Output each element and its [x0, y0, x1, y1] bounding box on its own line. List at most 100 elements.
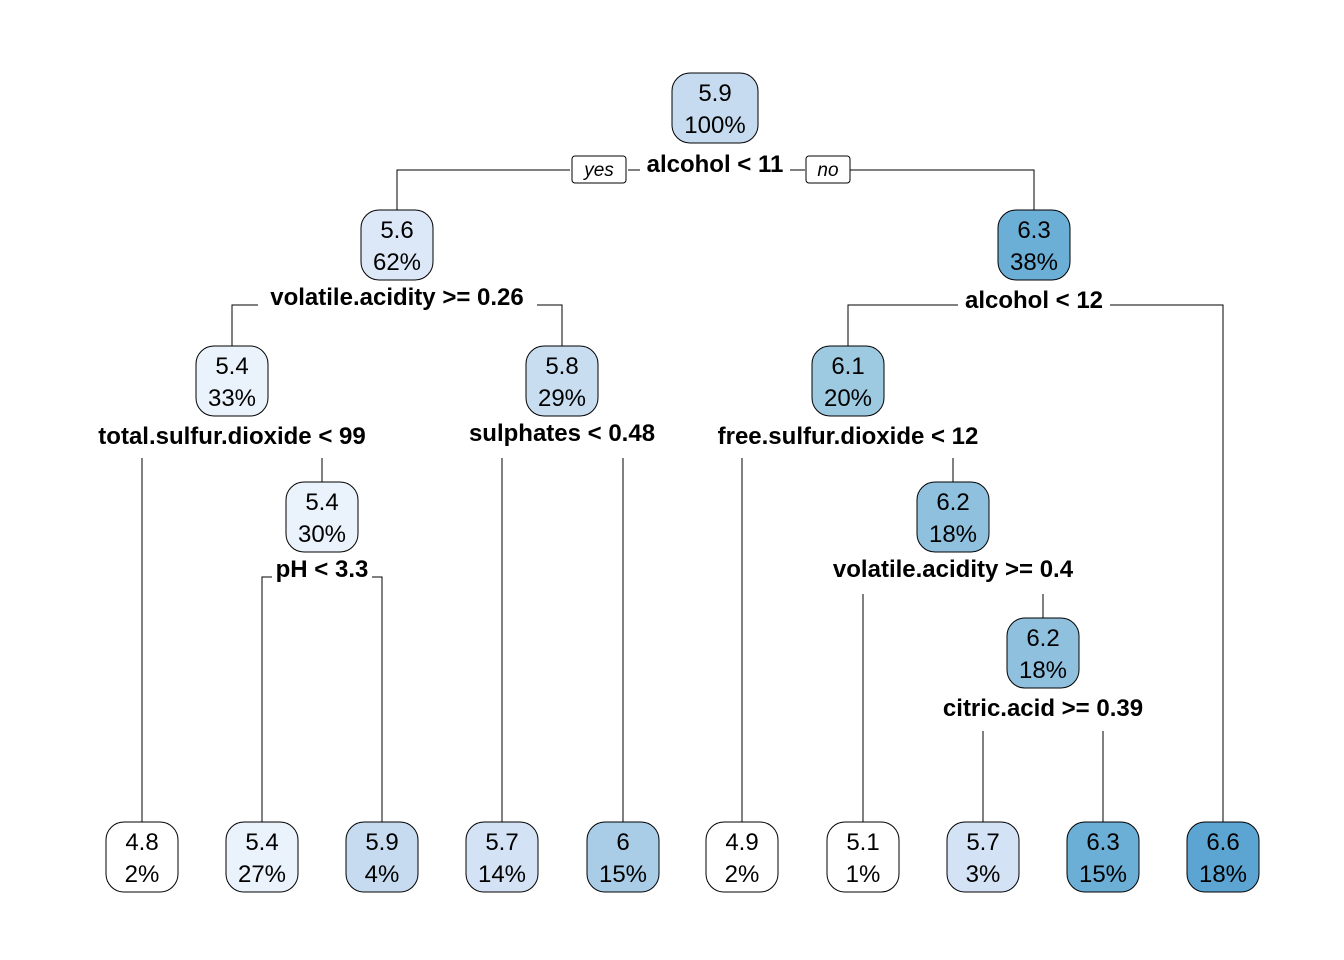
node-percent: 27%: [238, 861, 286, 888]
node-box: [826, 821, 900, 893]
leaf-node-l6: 4.92%: [705, 821, 779, 893]
tree-node-n8: 6.218%: [1006, 617, 1080, 689]
node-box: [195, 345, 269, 417]
edge-right-n2: [1110, 304, 1224, 822]
leaf-node-l8: 5.73%: [946, 821, 1020, 893]
node-box: [946, 821, 1020, 893]
tree-node-n5: 6.120%: [811, 345, 885, 417]
node-box: [705, 821, 779, 893]
node-box: [916, 481, 990, 553]
edge-left-n2: [847, 304, 958, 346]
node-percent: 2%: [725, 861, 760, 888]
node-box: [586, 821, 660, 893]
node-value: 5.9: [698, 80, 731, 107]
edge-left-n1: [231, 304, 258, 346]
edge-left-n0: [396, 169, 570, 210]
node-percent: 15%: [599, 861, 647, 888]
node-percent: 100%: [684, 112, 745, 139]
tree-edges: [141, 169, 1224, 822]
node-box: [811, 345, 885, 417]
node-value: 6.3: [1086, 829, 1119, 856]
leaf-node-l4: 5.714%: [465, 821, 539, 893]
node-box: [997, 209, 1071, 281]
leaf-node-l2: 5.427%: [225, 821, 299, 893]
node-box: [360, 209, 434, 281]
node-box: [345, 821, 419, 893]
node-box: [525, 345, 599, 417]
branch-tags: yes no: [571, 155, 851, 184]
node-percent: 30%: [298, 521, 346, 548]
leaf-node-l1: 4.82%: [105, 821, 179, 893]
edge-right-n6: [372, 576, 383, 822]
node-box: [1006, 617, 1080, 689]
leaf-node-l3: 5.94%: [345, 821, 419, 893]
split-label-n8: citric.acid >= 0.39: [943, 695, 1143, 722]
node-value: 5.4: [305, 489, 338, 516]
node-percent: 29%: [538, 385, 586, 412]
yes-tag: yes: [571, 155, 627, 184]
node-value: 5.7: [485, 829, 518, 856]
split-label-n6: pH < 3.3: [276, 556, 369, 583]
node-value: 6.6: [1206, 829, 1239, 856]
node-value: 6.2: [936, 489, 969, 516]
node-value: 6.3: [1017, 217, 1050, 244]
split-label-n7: volatile.acidity >= 0.4: [833, 556, 1074, 583]
tree-node-n3: 5.433%: [195, 345, 269, 417]
node-percent: 33%: [208, 385, 256, 412]
node-percent: 14%: [478, 861, 526, 888]
tree-node-n1: 5.662%: [360, 209, 434, 281]
node-percent: 3%: [966, 861, 1001, 888]
split-labels: alcohol < 11 volatile.acidity >= 0.26 alco…: [98, 151, 1143, 722]
tree-nodes: 5.9100%5.662%6.338%5.433%5.829%6.120%5.4…: [105, 72, 1260, 893]
node-value: 4.8: [125, 829, 158, 856]
edge-right-n0: [850, 169, 1035, 210]
node-value: 5.8: [545, 353, 578, 380]
tree-node-n0: 5.9 100%: [671, 72, 759, 144]
node-percent: 2%: [125, 861, 160, 888]
yes-label: yes: [582, 160, 614, 181]
node-box: [1186, 821, 1260, 893]
node-value: 5.1: [846, 829, 879, 856]
node-box: [671, 72, 759, 144]
leaf-node-l10: 6.618%: [1186, 821, 1260, 893]
split-label-n2: alcohol < 12: [965, 287, 1103, 314]
leaf-node-l7: 5.11%: [826, 821, 900, 893]
node-value: 4.9: [725, 829, 758, 856]
split-label-n0: alcohol < 11: [647, 151, 784, 178]
node-percent: 1%: [846, 861, 881, 888]
node-value: 5.6: [380, 217, 413, 244]
tree-node-n7: 6.218%: [916, 481, 990, 553]
node-box: [105, 821, 179, 893]
node-percent: 38%: [1010, 249, 1058, 276]
tree-node-n4: 5.829%: [525, 345, 599, 417]
node-percent: 18%: [1199, 861, 1247, 888]
node-value: 5.7: [966, 829, 999, 856]
split-label-n5: free.sulfur.dioxide < 12: [718, 423, 979, 450]
node-value: 6.2: [1026, 625, 1059, 652]
split-label-n3: total.sulfur.dioxide < 99: [98, 423, 365, 450]
node-percent: 20%: [824, 385, 872, 412]
node-value: 5.4: [245, 829, 278, 856]
node-value: 6: [616, 829, 629, 856]
node-value: 6.1: [831, 353, 864, 380]
node-value: 5.9: [365, 829, 398, 856]
node-box: [465, 821, 539, 893]
split-label-n4: sulphates < 0.48: [469, 420, 655, 447]
no-label: no: [817, 160, 838, 181]
node-box: [1066, 821, 1140, 893]
edge-right-n1: [537, 304, 563, 346]
node-box: [225, 821, 299, 893]
leaf-node-l9: 6.315%: [1066, 821, 1140, 893]
tree-node-n6: 5.430%: [285, 481, 359, 553]
node-percent: 4%: [365, 861, 400, 888]
leaf-node-l5: 615%: [586, 821, 660, 893]
node-percent: 62%: [373, 249, 421, 276]
split-label-n1: volatile.acidity >= 0.26: [270, 284, 523, 311]
tree-node-n2: 6.338%: [997, 209, 1071, 281]
no-tag: no: [805, 155, 851, 184]
node-percent: 15%: [1079, 861, 1127, 888]
node-box: [285, 481, 359, 553]
edge-left-n6: [261, 576, 272, 822]
node-value: 5.4: [215, 353, 248, 380]
